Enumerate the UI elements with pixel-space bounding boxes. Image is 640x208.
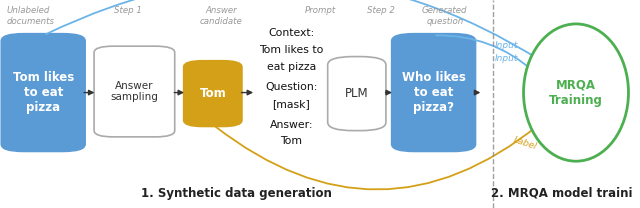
Text: PLM: PLM xyxy=(345,87,369,100)
Text: Step 1: Step 1 xyxy=(114,6,142,15)
FancyArrowPatch shape xyxy=(46,0,541,61)
Text: Tom: Tom xyxy=(200,87,226,100)
Text: 1. Synthetic data generation: 1. Synthetic data generation xyxy=(141,187,332,200)
Text: Tom likes
to eat
pizza: Tom likes to eat pizza xyxy=(13,71,74,114)
Text: Step 2: Step 2 xyxy=(367,6,395,15)
Text: Context:: Context: xyxy=(268,28,314,38)
FancyArrowPatch shape xyxy=(436,35,532,71)
FancyBboxPatch shape xyxy=(1,34,85,151)
Text: Generated
question: Generated question xyxy=(422,6,468,26)
Text: Prompt: Prompt xyxy=(305,6,335,15)
FancyBboxPatch shape xyxy=(184,61,242,126)
Text: Question:: Question: xyxy=(265,82,317,92)
Text: Tom: Tom xyxy=(280,136,302,146)
Text: Input: Input xyxy=(495,54,518,63)
Text: Tom likes to: Tom likes to xyxy=(259,45,323,55)
Text: eat pizza: eat pizza xyxy=(267,62,316,72)
Text: Unlabeled
documents: Unlabeled documents xyxy=(6,6,54,26)
FancyBboxPatch shape xyxy=(94,46,175,137)
Text: Input: Input xyxy=(495,41,518,50)
Text: Answer:: Answer: xyxy=(269,120,313,130)
FancyArrowPatch shape xyxy=(215,125,539,189)
Text: [mask]: [mask] xyxy=(272,99,310,109)
FancyBboxPatch shape xyxy=(328,57,386,131)
Text: MRQA
Training: MRQA Training xyxy=(549,79,603,106)
Text: Who likes
to eat
pizza?: Who likes to eat pizza? xyxy=(402,71,465,114)
Text: Label: Label xyxy=(512,135,538,152)
FancyBboxPatch shape xyxy=(392,34,476,151)
Ellipse shape xyxy=(524,24,628,161)
Text: Answer
candidate: Answer candidate xyxy=(200,6,242,26)
Text: 2. MRQA model traini: 2. MRQA model traini xyxy=(491,187,633,200)
Text: Answer
sampling: Answer sampling xyxy=(111,81,158,102)
